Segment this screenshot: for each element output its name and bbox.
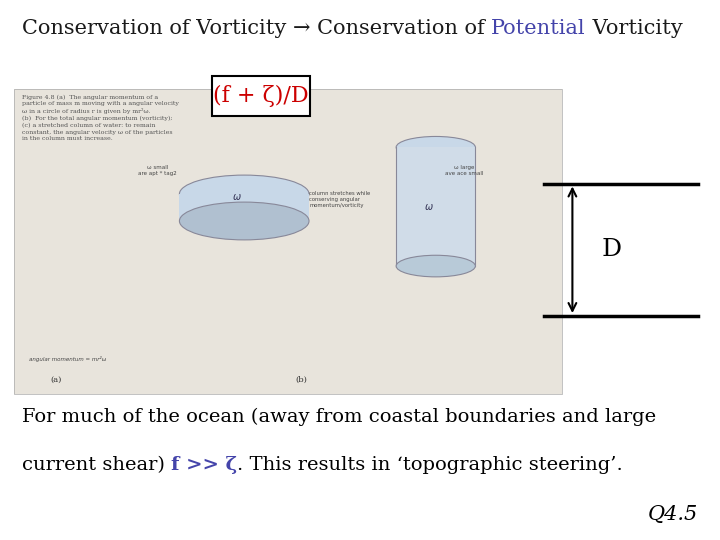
Text: ω large
ave ace small: ω large ave ace small <box>446 165 484 176</box>
Text: current shear): current shear) <box>22 456 171 474</box>
Text: (f + ζ)/D: (f + ζ)/D <box>213 85 309 107</box>
Text: column stretches while
conserving angular
momentum/vorticity: column stretches while conserving angula… <box>309 191 370 208</box>
FancyBboxPatch shape <box>179 194 309 221</box>
Text: ω small
are apt * tag2: ω small are apt * tag2 <box>138 165 177 176</box>
Text: Q4.5: Q4.5 <box>648 505 698 524</box>
Text: Potential: Potential <box>491 19 585 38</box>
FancyBboxPatch shape <box>212 76 310 116</box>
Ellipse shape <box>179 202 309 240</box>
Ellipse shape <box>396 137 475 158</box>
Text: D: D <box>601 238 621 261</box>
Ellipse shape <box>179 175 309 213</box>
Text: (b): (b) <box>295 375 307 383</box>
Text: Vorticity: Vorticity <box>585 19 683 38</box>
Text: (a): (a) <box>50 375 62 383</box>
Text: angular momentum = mr²ω: angular momentum = mr²ω <box>29 356 106 362</box>
Text: Conservation of Vorticity → Conservation of: Conservation of Vorticity → Conservation… <box>22 19 491 38</box>
Text: $\omega$: $\omega$ <box>423 201 433 212</box>
Text: Figure 4.8 (a)  The angular momentum of a
particle of mass m moving with a angul: Figure 4.8 (a) The angular momentum of a… <box>22 94 179 141</box>
Ellipse shape <box>396 255 475 277</box>
FancyBboxPatch shape <box>396 147 475 266</box>
Text: f >> ζ: f >> ζ <box>171 456 237 474</box>
FancyBboxPatch shape <box>14 89 562 394</box>
Text: . This results in ‘topographic steering’.: . This results in ‘topographic steering’… <box>237 456 623 474</box>
Text: For much of the ocean (away from coastal boundaries and large: For much of the ocean (away from coastal… <box>22 408 656 426</box>
Text: $\omega$: $\omega$ <box>232 192 242 202</box>
